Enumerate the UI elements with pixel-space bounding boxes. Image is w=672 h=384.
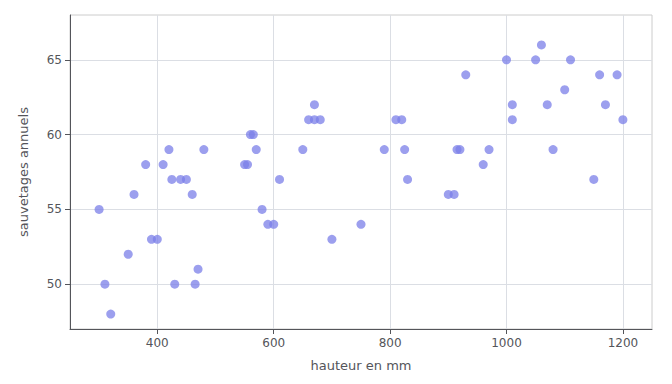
svg-text:800: 800 — [379, 336, 402, 350]
svg-text:400: 400 — [146, 336, 169, 350]
svg-text:1200: 1200 — [608, 336, 639, 350]
svg-text:55: 55 — [47, 202, 62, 216]
svg-text:1000: 1000 — [491, 336, 522, 350]
svg-text:50: 50 — [47, 277, 62, 291]
svg-text:65: 65 — [47, 53, 62, 67]
svg-text:600: 600 — [262, 336, 285, 350]
svg-text:sauvetages annuels: sauvetages annuels — [16, 107, 31, 237]
svg-text:hauteur en mm: hauteur en mm — [311, 358, 412, 373]
svg-text:60: 60 — [47, 128, 62, 142]
